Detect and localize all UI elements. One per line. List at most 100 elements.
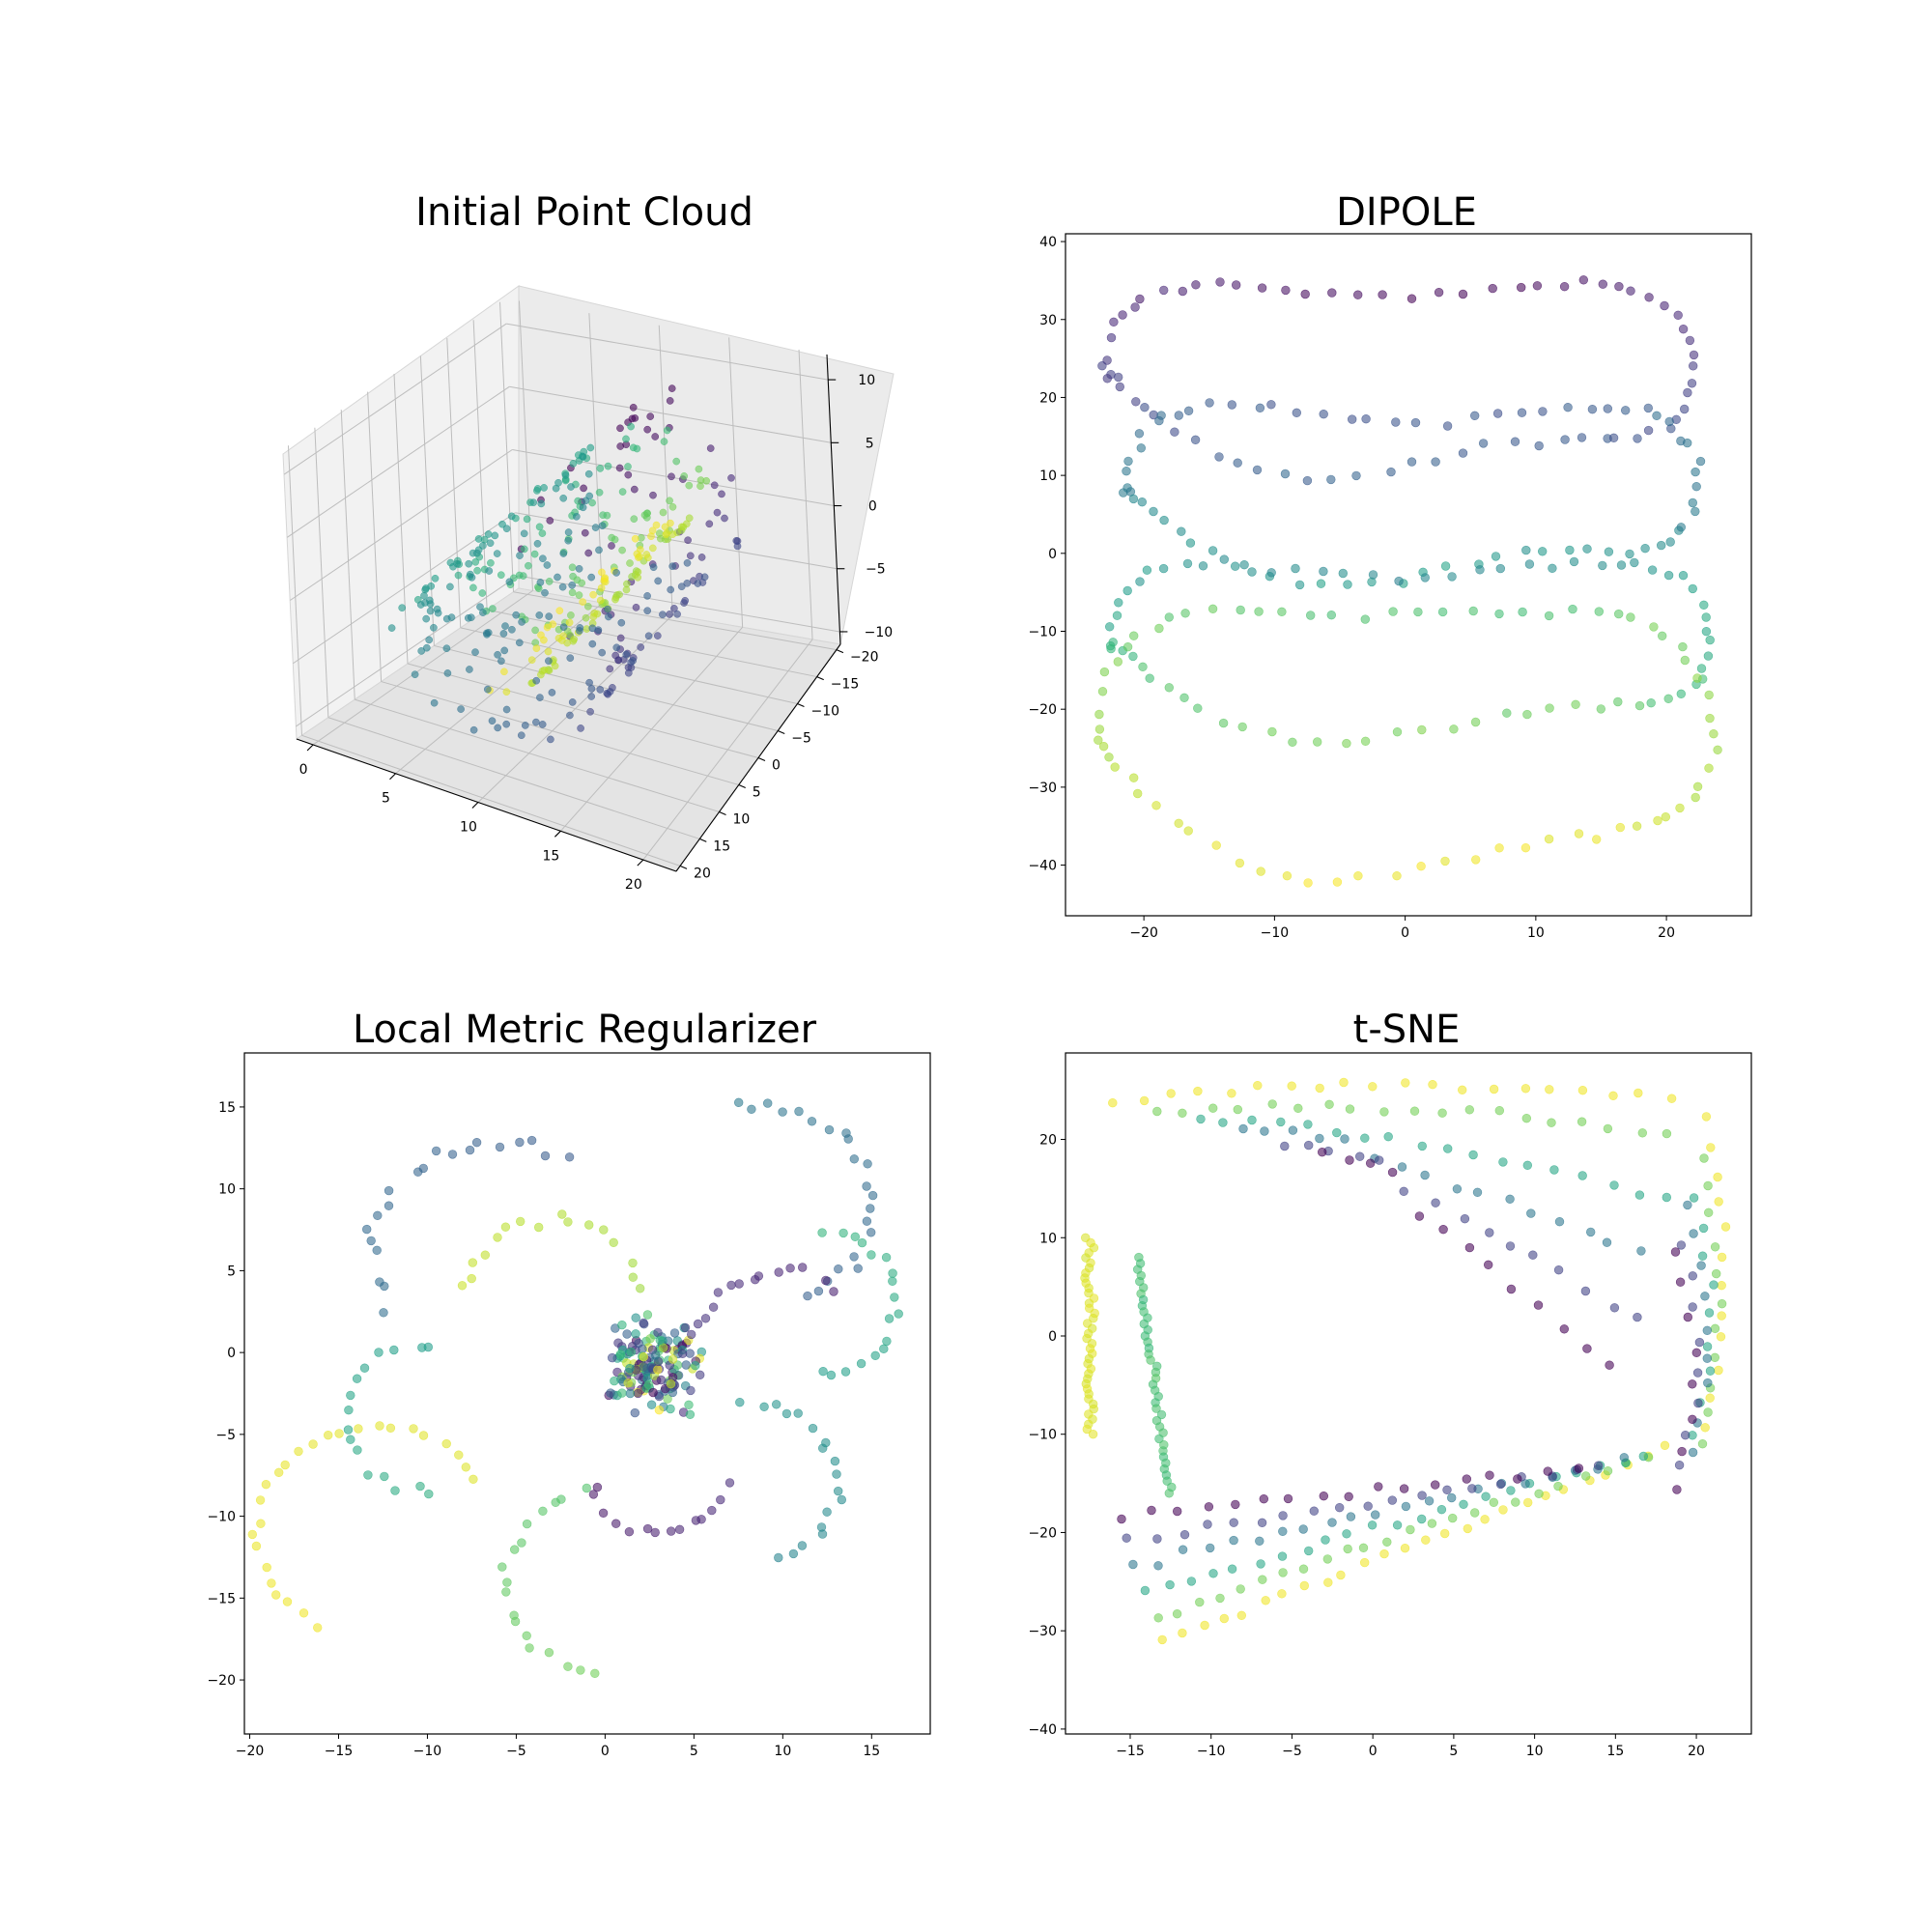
scatter-point [1327,288,1337,298]
scatter-point [598,522,607,530]
scatter-point [548,689,556,696]
scatter-point [595,546,603,554]
scatter-point [313,1623,323,1633]
scatter-point [1118,310,1127,320]
scatter-point [1406,1524,1415,1535]
scatter-point [570,635,579,643]
scatter-point [540,484,548,492]
scatter-point [1302,475,1313,486]
scatter-point [454,1450,464,1460]
scatter-point [1149,506,1158,517]
scatter-point [1305,611,1316,620]
scatter-point [888,1268,897,1278]
scatter-point [1457,1085,1467,1095]
scatter-point [418,1431,429,1440]
initial-point-cloud-title: Initial Point Cloud [415,190,753,235]
scatter-point [540,666,549,674]
scatter-point [586,443,595,452]
scatter-point [1247,1115,1257,1125]
scatter-point [599,1225,609,1235]
scatter-point [261,1479,271,1490]
scatter-point [1153,1613,1163,1623]
scatter-point [733,542,742,551]
scatter-point [1475,565,1485,575]
scatter-point [628,1272,638,1282]
scatter-point [612,569,620,577]
scatter-point [1183,406,1194,415]
scatter-point [502,705,511,714]
scatter-point [794,1106,804,1117]
y-tick-label: −40 [1028,1722,1057,1738]
back-grid-z [509,385,832,443]
scatter-point [1164,1489,1175,1498]
scatter-point [1638,1451,1649,1462]
y-tick-label: 10 [1039,1231,1057,1246]
scatter-point [558,582,567,591]
scatter-point [1559,282,1570,292]
scatter-point [1179,1529,1190,1540]
scatter-point [1235,858,1245,868]
scatter-point [1437,607,1448,617]
x-tick-label: 0 [1369,1744,1378,1759]
scatter-point [583,1220,594,1230]
scatter-point [1647,565,1658,575]
scatter-point [379,1308,388,1318]
scatter-point [1609,1180,1619,1190]
scatter-point [1089,1313,1098,1323]
scatter-point [1360,736,1371,746]
scatter-point [716,1494,725,1505]
scatter-point [559,494,568,502]
scatter-point [1294,580,1305,590]
scatter-point [1705,635,1715,645]
scatter-point [1494,609,1504,619]
scatter-point [1480,1515,1490,1524]
scatter-point [622,650,631,659]
scatter-point [1319,566,1328,577]
dipole-points [1094,275,1722,888]
scatter-point [1678,641,1688,652]
scatter-point [1215,1593,1225,1604]
scatter-point [1604,547,1614,556]
scatter-point [1683,1312,1693,1322]
scatter-point [535,611,544,619]
x-tick-mark [389,773,396,781]
scatter-point [1346,1512,1356,1521]
scatter-point [1619,1453,1630,1463]
scatter-point [1469,411,1480,420]
scatter-point [589,590,597,599]
scatter-point [417,1343,427,1352]
scatter-point [585,678,593,687]
scatter-point [830,1456,840,1466]
scatter-point [686,552,695,560]
scatter-point [1660,1440,1670,1451]
scatter-point [1690,467,1700,477]
scatter-point [1334,1502,1345,1513]
scatter-point [857,1237,867,1248]
scatter-point [500,1222,511,1232]
scatter-point [1417,1141,1428,1151]
scatter-point [615,1350,625,1359]
scatter-point [1569,556,1579,567]
back-grid-z [515,512,838,570]
scatter-point [498,520,506,528]
scatter-point [685,1409,696,1420]
scatter-point [1468,1150,1478,1160]
scatter-point [1360,1133,1370,1143]
scatter-point [631,1313,640,1322]
scatter-point [1506,1284,1517,1294]
scatter-point [471,1137,482,1148]
scatter-point [1697,1251,1708,1261]
scatter-point [1559,1324,1570,1334]
scatter-point [1316,579,1326,588]
scatter-point [247,1529,257,1540]
scatter-point [584,549,593,557]
scatter-point [807,1117,817,1126]
scatter-point [1632,821,1642,831]
scatter-point [818,1366,828,1377]
scatter-point [1548,563,1557,573]
scatter-point [668,472,675,481]
scatter-point [1094,724,1105,734]
lmr-axes-frame [243,1052,931,1735]
scatter-point [661,523,669,531]
scatter-point [681,1360,691,1370]
